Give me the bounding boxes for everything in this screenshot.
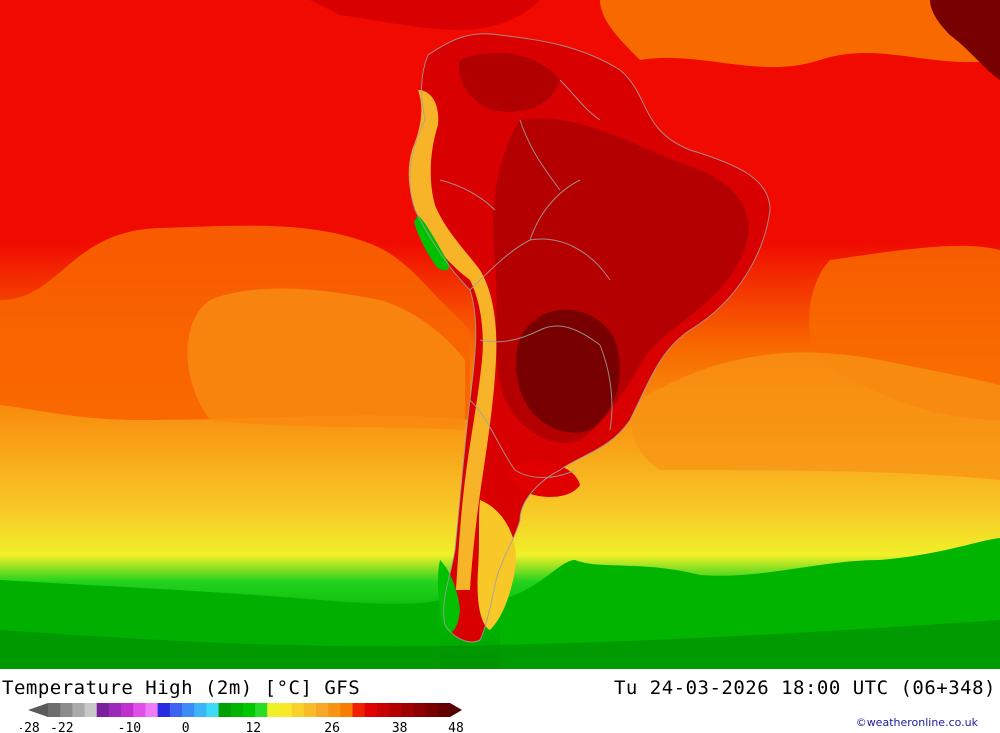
andes-green-north [414,215,450,271]
legend-swatch [108,703,122,717]
patagonia-yellow [477,500,516,630]
legend-swatch [401,703,414,717]
legend-swatch [291,703,305,717]
legend-swatch [352,703,366,717]
legend-swatch [60,703,73,717]
legend-tick-label: 38 [392,721,408,733]
country-borders [409,33,771,643]
color-legend: -28 -22 -10 0 12 26 38 48 [20,703,464,733]
venezuela-hot [459,52,560,112]
legend-swatch [376,703,390,717]
forecast-datetime: Tu 24-03-2026 18:00 UTC (06+348) [613,677,996,699]
legend-tick-label: 0 [182,721,190,733]
legend-swatch [121,703,134,717]
legend-swatch [72,703,86,717]
legend-tick-label: -22 [50,721,73,733]
legend-swatch [218,703,232,717]
legend-arrow-high [450,703,462,717]
legend-swatch [194,703,207,717]
argentina-red-patch [508,461,580,497]
legend-arrow-low [28,703,48,717]
legend-swatch [230,703,244,717]
legend-swatch [279,703,293,717]
legend-swatch [182,703,195,717]
orange-band-north [600,0,1000,68]
legend-tick-label: -10 [118,721,141,733]
legend-swatch [96,703,110,717]
legend-swatch [316,703,329,717]
legend-swatch [425,703,439,717]
legend-swatch [389,703,402,717]
credit-link[interactable]: ©weatheronline.co.uk [855,716,978,729]
legend-swatch [145,703,159,717]
legend-swatch [328,703,341,717]
legend-swatch [157,703,171,717]
legend-swatch [267,703,280,717]
central-america-hot [930,0,1000,80]
legend-swatch [169,703,183,717]
legend-swatch [303,703,317,717]
legend-swatch [437,703,451,717]
legend-tick-label: 48 [448,721,464,733]
legend-color-bar [28,703,462,717]
andes-cool-strip [408,90,497,590]
legend-swatch [340,703,354,717]
legend-swatch [242,703,256,717]
legend-tick-labels: -28 -22 -10 0 12 26 38 48 [20,721,464,733]
dark-green-deep-south [0,620,1000,669]
temperature-map [0,0,1000,669]
footer-bar [0,669,1000,733]
legend-tick-label: 26 [324,721,340,733]
orange-band-atlantic-south [631,352,1000,480]
legend-swatch [84,703,98,717]
legend-swatch [413,703,427,717]
legend-swatch [133,703,146,717]
legend-swatch [364,703,378,717]
legend-swatch [48,703,61,717]
map-title: Temperature High (2m) [°C] GFS [2,677,361,699]
legend-swatch [255,703,268,717]
legend-tick-label: 12 [245,721,261,733]
caribbean-red [310,0,540,30]
orange-band-pacific-mid [187,288,465,430]
legend-tick-label: -28 [20,721,40,733]
legend-swatch [206,703,220,717]
